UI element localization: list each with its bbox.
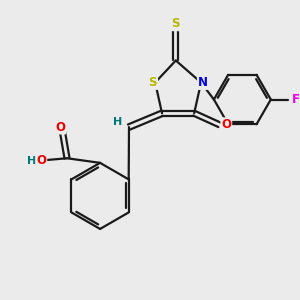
Text: H: H: [113, 116, 122, 127]
Text: F: F: [292, 93, 300, 106]
Text: S: S: [148, 76, 157, 89]
Text: O: O: [221, 118, 231, 131]
Text: O: O: [36, 154, 46, 167]
Text: O: O: [55, 121, 65, 134]
Text: S: S: [172, 17, 180, 30]
Text: N: N: [198, 76, 208, 89]
Text: H: H: [27, 156, 36, 166]
